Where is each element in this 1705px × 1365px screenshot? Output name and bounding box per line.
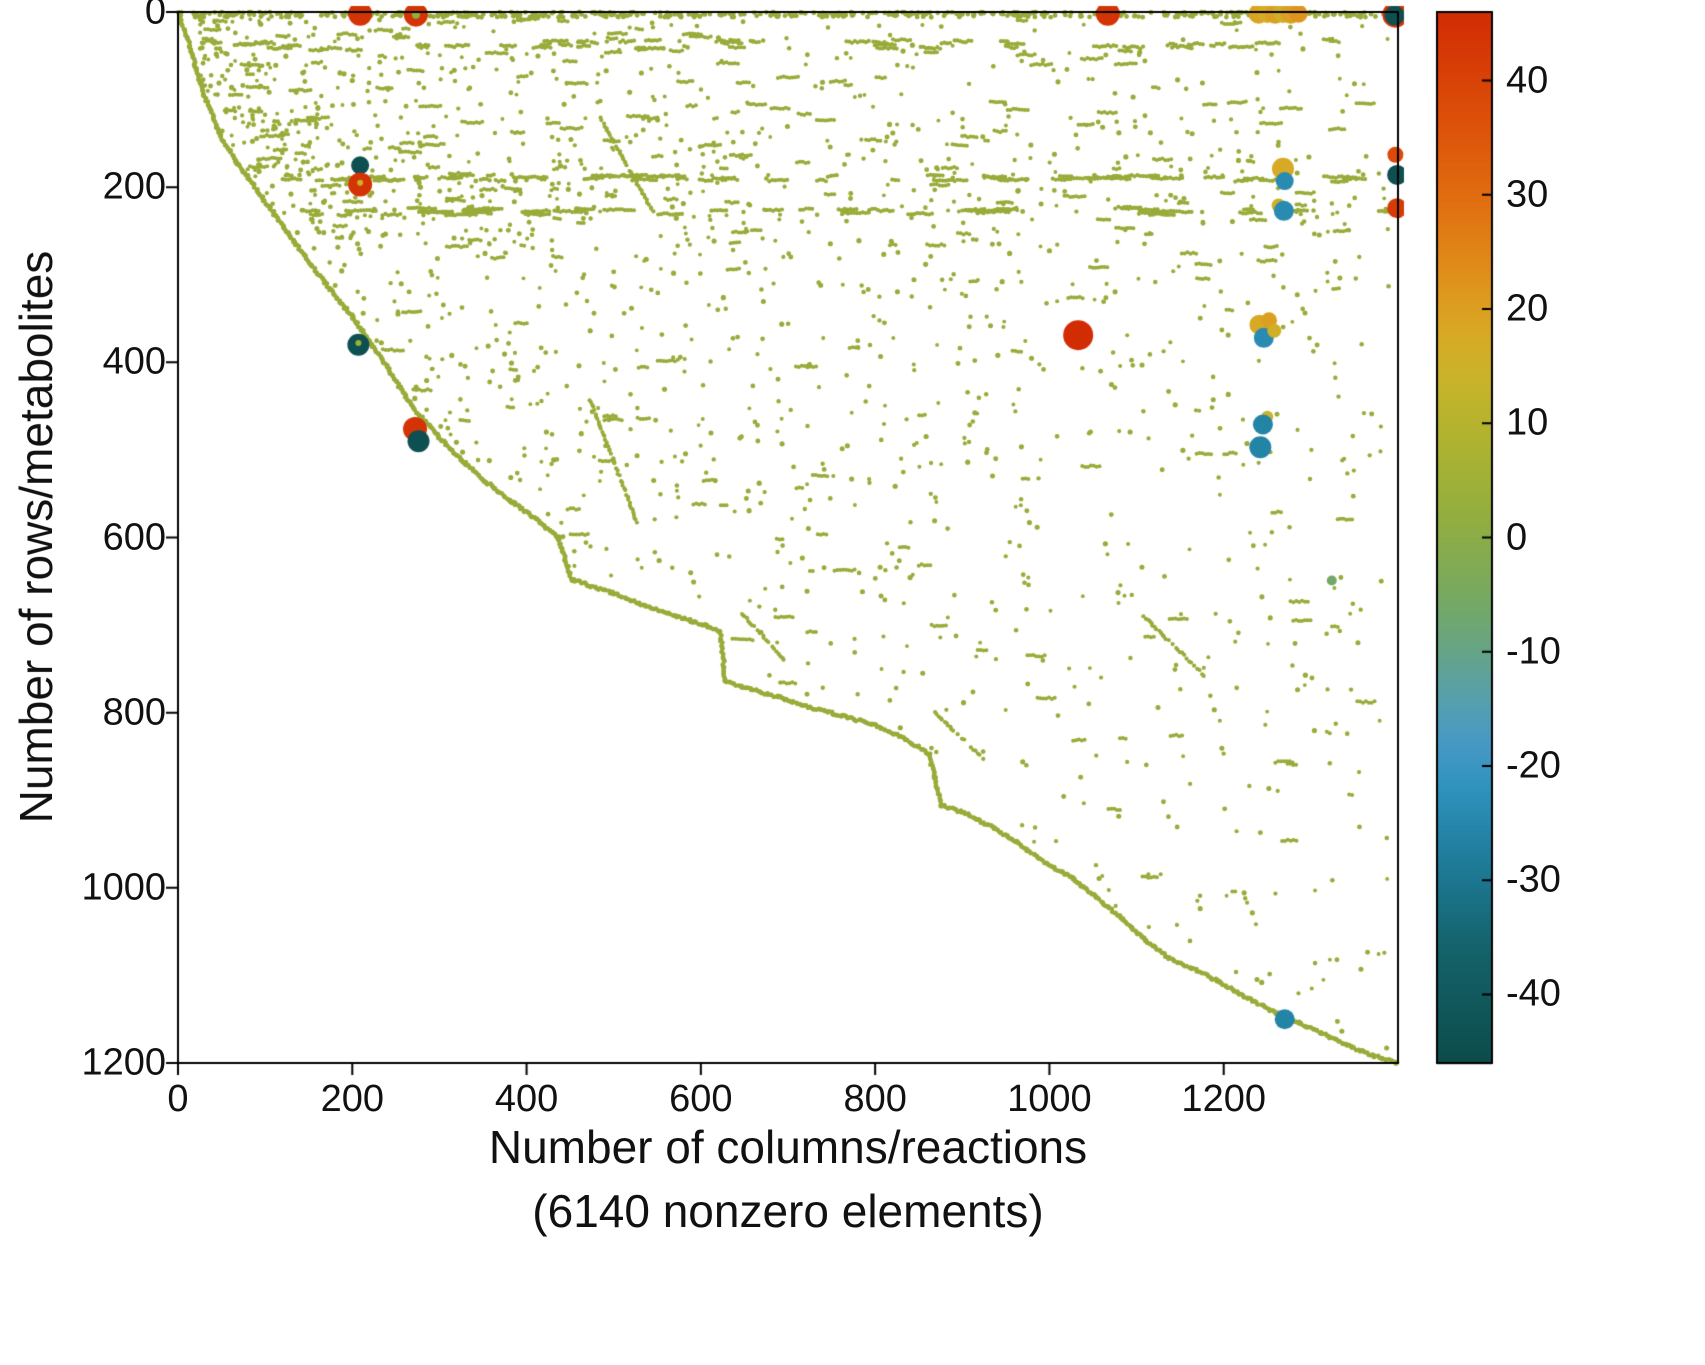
x-axis-sublabel: (6140 nonzero elements)	[532, 1185, 1044, 1237]
y-tick-label-0: 0	[144, 0, 166, 33]
y-tick-label-1000: 1000	[81, 866, 166, 909]
colorbar-tick-label-40: 40	[1506, 59, 1549, 102]
colorbar-tick-label--30: -30	[1506, 858, 1561, 901]
colorbar-tick-label-10: 10	[1506, 401, 1549, 444]
colorbar-tick-label-20: 20	[1506, 287, 1549, 330]
colorbar-tick-label-30: 30	[1506, 173, 1549, 216]
colorbar-tick-label-0: 0	[1506, 516, 1528, 558]
x-tick-label-1000: 1000	[1007, 1078, 1092, 1120]
y-axis-label: Number of rows/metabolites	[10, 250, 62, 824]
x-tick-label-200: 200	[320, 1078, 384, 1120]
x-tick-label-800: 800	[843, 1078, 907, 1120]
colorbar-tick-label--20: -20	[1506, 744, 1561, 787]
x-tick-label-400: 400	[494, 1078, 559, 1120]
y-tick-label-600: 600	[102, 516, 166, 558]
x-tick-label-0: 0	[167, 1078, 189, 1120]
y-tick-label-1200: 1200	[81, 1041, 166, 1084]
y-tick-label-200: 200	[102, 165, 166, 208]
x-tick-label-600: 600	[669, 1078, 733, 1120]
x-tick-label-1200: 1200	[1181, 1078, 1266, 1120]
colorbar-tick-label--10: -10	[1506, 630, 1561, 673]
colorbar-tick-label--40: -40	[1506, 972, 1561, 1015]
y-tick-label-400: 400	[102, 340, 166, 383]
x-axis-label: Number of columns/reactions	[488, 1121, 1088, 1173]
y-tick-label-800: 800	[102, 691, 166, 734]
